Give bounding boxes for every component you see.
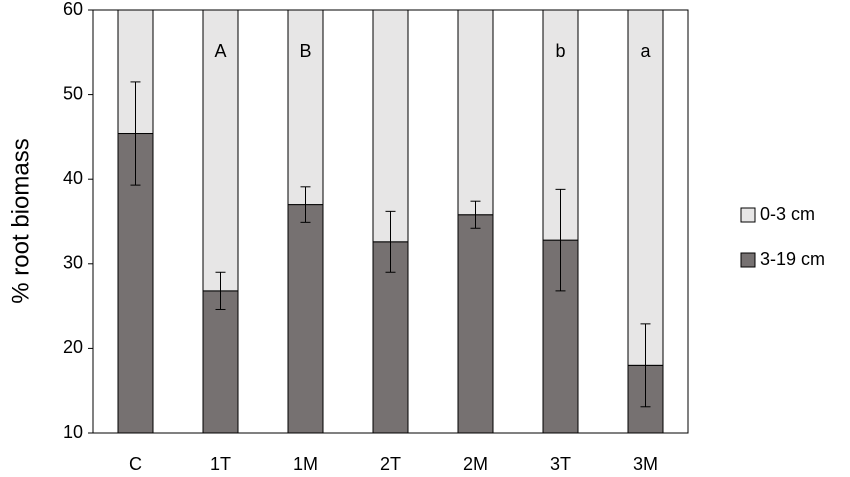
y-tick-label: 50 [63,83,83,103]
legend-swatch [740,252,756,268]
y-tick-label: 10 [63,422,83,442]
error-bar [215,271,226,310]
bar-segment [457,10,494,216]
bar-segment [627,10,664,366]
y-tick-label: 20 [63,337,83,357]
error-bar [385,210,396,273]
error-bar [300,186,311,223]
annotation: b [555,41,565,61]
legend-label: 0-3 cm [760,204,815,224]
legend-label: 3-19 cm [760,249,825,269]
x-tick-label: C [129,454,142,474]
bar-segment [287,204,324,433]
x-tick-label: 1M [293,454,318,474]
bar-segment [287,10,324,206]
error-bar [130,81,141,186]
x-tick-label: 3T [550,454,571,474]
annotation: B [299,41,311,61]
error-bar [640,323,651,408]
bar-segment [202,10,239,292]
bar-segment [372,10,409,243]
y-tick-label: 40 [63,168,83,188]
x-tick-label: 1T [210,454,231,474]
plot-frame [92,9,689,434]
bar-segment [457,214,494,433]
x-tick-label: 2M [463,454,488,474]
y-axis-label: % root biomass [7,138,34,303]
error-bar [470,200,481,229]
x-tick-label: 2T [380,454,401,474]
bar-segment [202,290,239,433]
error-bar [555,188,566,292]
bar-segment [372,241,409,433]
annotation: A [214,41,226,61]
legend-swatch [740,207,756,223]
annotation: a [640,41,651,61]
y-tick-label: 60 [63,0,83,19]
y-tick-label: 30 [63,253,83,273]
x-tick-label: 3M [633,454,658,474]
